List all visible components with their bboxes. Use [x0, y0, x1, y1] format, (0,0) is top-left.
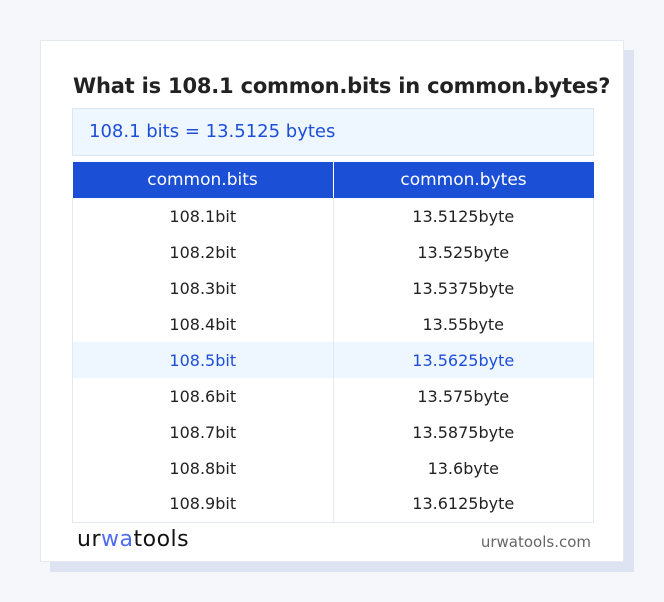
bytes-cell: 13.5125byte: [332, 198, 594, 234]
table-row: 108.6bit 13.575byte: [72, 378, 594, 414]
page-title: What is 108.1 common.bits in common.byte…: [73, 74, 611, 98]
bits-cell: 108.5bit: [72, 342, 334, 378]
table-row: 108.4bit 13.55byte: [72, 306, 594, 342]
result-box: 108.1 bits = 13.5125 bytes: [72, 108, 594, 156]
bytes-cell: 13.5625byte: [332, 342, 594, 378]
table-row: 108.1bit 13.5125byte: [72, 198, 594, 234]
table-row: 108.2bit 13.525byte: [72, 234, 594, 270]
header-bytes: common.bytes: [332, 162, 594, 198]
bytes-cell: 13.5875byte: [332, 414, 594, 450]
header-bits: common.bits: [72, 162, 333, 198]
conversion-table: common.bits common.bytes 108.1bit 13.5125…: [72, 162, 594, 523]
bits-cell: 108.4bit: [72, 306, 334, 342]
table-row: 108.8bit 13.6byte: [72, 450, 594, 486]
table-row: 108.5bit 13.5625byte: [72, 342, 594, 378]
bits-cell: 108.7bit: [72, 414, 334, 450]
bits-cell: 108.2bit: [72, 234, 334, 270]
converter-card: What is 108.1 common.bits in common.byte…: [40, 40, 624, 562]
table-row: 108.7bit 13.5875byte: [72, 414, 594, 450]
bits-cell: 108.3bit: [72, 270, 334, 306]
bytes-cell: 13.575byte: [332, 378, 594, 414]
bytes-cell: 13.6125byte: [332, 486, 594, 523]
bytes-cell: 13.6byte: [332, 450, 594, 486]
site-link[interactable]: urwatools.com: [480, 533, 591, 551]
bits-cell: 108.9bit: [72, 486, 334, 523]
bits-cell: 108.6bit: [72, 378, 334, 414]
bytes-cell: 13.525byte: [332, 234, 594, 270]
bits-cell: 108.8bit: [72, 450, 334, 486]
table-row: 108.3bit 13.5375byte: [72, 270, 594, 306]
bytes-cell: 13.5375byte: [332, 270, 594, 306]
bytes-cell: 13.55byte: [332, 306, 594, 342]
table-row: 108.9bit 13.6125byte: [72, 486, 594, 523]
bits-cell: 108.1bit: [72, 198, 334, 234]
urwatools-logo[interactable]: urwatools: [77, 527, 190, 552]
